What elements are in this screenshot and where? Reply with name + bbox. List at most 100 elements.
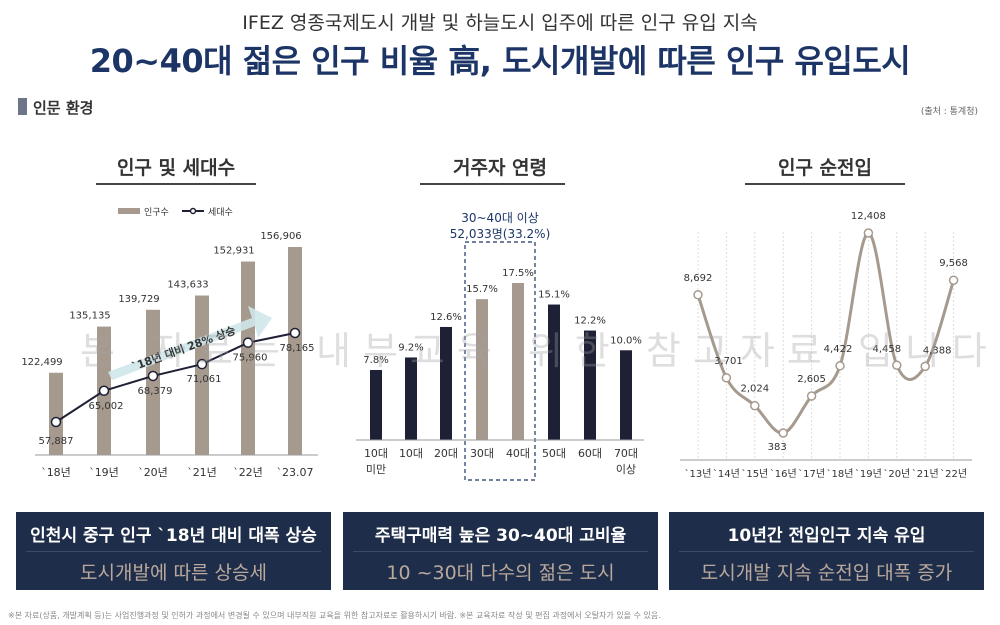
highlight-annotation-line2: 52,033명(33.2%) [450,227,551,241]
population-value-label: 152,931 [213,246,254,257]
panel-title-population: 인구 및 세대수 [116,157,236,179]
x-tick-label: 20대 [434,447,458,460]
migration-value-label: 4,388 [923,345,952,356]
growth-arrow [108,306,272,380]
age-bar [512,283,524,440]
migration-value-label: 2,605 [797,374,826,385]
summary-subline: 10 ~30대 다수의 젊은 도시 [386,562,615,584]
migration-value-label: 3,701 [714,356,743,367]
migration-value-label: 8,692 [684,273,713,284]
age-value-label: 9.2% [398,342,423,353]
summary-headline: 10년간 전입인구 지속 유입 [727,526,926,546]
migration-point [892,360,902,370]
x-tick-label: `20년 [883,468,910,480]
watermark-text: 본 자료는 내부교육 위한 참고자료 입니다 [80,329,999,373]
legend-label-households: 세대수 [208,207,233,218]
x-tick-label: 이상 [616,463,636,476]
households-point [289,327,301,339]
x-tick-label: `17년 [798,468,825,480]
population-bar [288,247,302,455]
legend-marker-households [189,207,197,215]
households-point [242,337,254,348]
population-value-label: 156,906 [260,231,301,242]
x-tick-label: `18년 [827,468,854,480]
households-value-label: 75,960 [233,353,268,364]
panel-title-age: 거주자 연령 [452,157,547,179]
x-tick-label: `22년 [233,466,263,479]
page-title: 20~40대 젊은 인구 비율 高, 도시개발에 따른 인구 유입도시 [89,42,911,80]
x-tick-label: `15년 [741,468,768,480]
legend-label-population: 인구수 [144,207,169,218]
age-value-label: 15.1% [538,290,570,301]
section-label: 인문 환경 [33,99,94,117]
panel-underline-population [96,183,256,185]
population-value-label: 135,135 [69,311,110,322]
migration-point [835,361,845,371]
summary-divider [679,551,974,552]
footer-note: ※본 자료(상품, 개발계획 등)는 사업진행과정 및 인허가 과정에서 변경될… [8,611,661,620]
age-value-label: 7.8% [363,355,388,366]
age-bar [620,350,632,440]
x-tick-label: `14년 [713,468,740,480]
migration-value-label: 2,024 [740,384,769,395]
households-point [98,385,110,397]
source-label: (출처 : 통계청) [920,107,978,117]
age-value-label: 12.6% [430,312,462,323]
x-tick-label: 60대 [578,447,602,460]
summary-headline: 인천시 중구 인구 `18년 대비 대폭 상승 [30,526,317,546]
legend-swatch-population [118,208,140,214]
summary-box-migration: 10년간 전입인구 지속 유입 도시개발 지속 순전입 대폭 증가 [669,512,984,590]
x-tick-label: 10대 [364,447,388,460]
summary-subline: 도시개발에 따른 상승세 [80,562,267,584]
households-value-label: 65,002 [89,401,124,412]
summary-box-population: 인천시 중구 인구 `18년 대비 대폭 상승 도시개발에 따른 상승세 [16,512,331,590]
age-value-label: 10.0% [610,335,642,346]
x-tick-label: 70대 [614,447,638,460]
households-value-label: 57,887 [39,436,74,447]
population-bar [195,295,209,455]
panel-title-migration: 인구 순전입 [777,157,872,179]
households-value-label: 68,379 [138,386,173,397]
households-point [196,358,208,370]
households-line [55,332,296,423]
summary-box-age: 주택구매력 높은 30~40대 고비율 10 ~30대 다수의 젊은 도시 [343,512,658,590]
households-point [147,370,159,382]
summary-divider [26,551,321,552]
age-bar [476,299,488,440]
age-bar [440,326,452,440]
x-tick-label: 30대 [470,447,494,460]
households-value-label: 71,061 [187,374,222,385]
x-tick-label: 50대 [542,447,566,460]
migration-value-label: 12,408 [851,211,886,222]
migration-point [863,228,874,238]
migration-point [920,361,930,372]
age-value-label: 12.2% [574,316,606,327]
section-marker [18,98,27,115]
population-bar [49,372,63,455]
x-tick-label: `18년 [41,466,71,479]
age-bar [370,370,382,440]
x-tick-label: `13년 [685,468,712,480]
x-tick-label: 40대 [506,447,530,460]
migration-chart: 8,692 `13년 3,701 `14년 2,024 `15년 383 `16년 2,605 `… [680,211,972,480]
x-tick-label: `23.07 [277,466,314,479]
age-bar [548,304,560,440]
migration-point [750,400,760,411]
x-tick-label: `20년 [138,466,168,479]
x-tick-label: `19년 [855,468,882,480]
x-tick-label: `16년 [770,468,797,480]
summary-subline: 도시개발 지속 순전입 대폭 증가 [700,562,953,584]
highlight-annotation-line1: 30~40대 이상 [461,211,539,225]
households-point [50,416,62,428]
age-value-label: 15.7% [466,284,498,295]
population-value-label: 122,499 [21,357,62,368]
panel-underline-migration [745,183,905,185]
x-tick-label: `19년 [89,466,119,479]
population-bar [146,309,160,455]
x-tick-label: `22년 [940,468,967,480]
migration-value-label: 383 [768,442,787,453]
age-bar [405,357,417,440]
page-subtitle: IFEZ 영종국제도시 개발 및 하늘도시 입주에 따른 인구 유입 지속 [242,12,758,34]
summary-headline: 주택구매력 높은 30~40대 고비율 [374,526,627,546]
